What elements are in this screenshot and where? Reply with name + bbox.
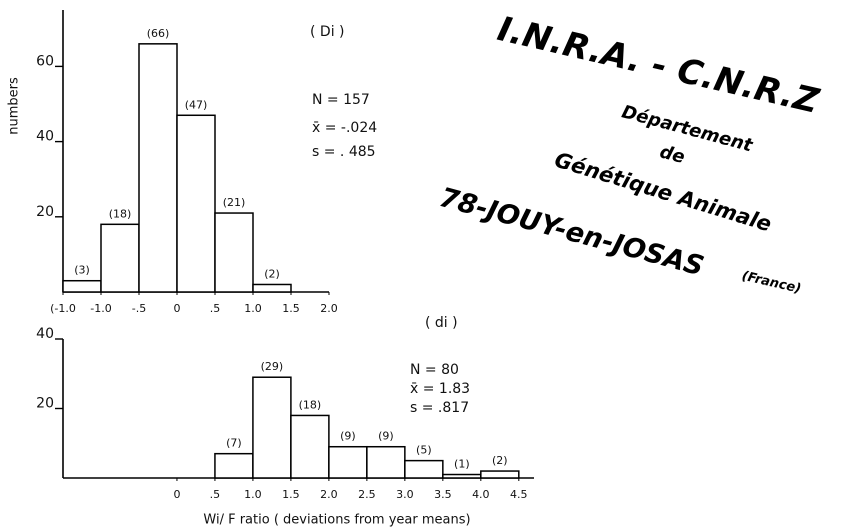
x-tick-label: 0 bbox=[173, 488, 180, 501]
value-label: (5) bbox=[416, 444, 432, 457]
annotation: ( Di ) bbox=[310, 24, 345, 40]
value-label: (2) bbox=[492, 454, 508, 467]
y-tick-label: 60 bbox=[36, 53, 54, 69]
bar bbox=[100, 223, 140, 293]
annotation: x̄ = 1.83 bbox=[410, 381, 470, 397]
y-tick-label: 20 bbox=[36, 396, 54, 412]
value-label: (3) bbox=[74, 264, 90, 277]
stamp: I.N.R.A. - C.N.R.Z Département de Généti… bbox=[436, 9, 823, 297]
bar bbox=[328, 445, 368, 479]
bar bbox=[290, 414, 330, 479]
x-tick-label: 1.0 bbox=[244, 488, 262, 501]
value-label: (2) bbox=[264, 267, 280, 280]
bar bbox=[366, 445, 406, 479]
annotation: s = .817 bbox=[410, 400, 469, 416]
x-tick-label: 0 bbox=[174, 302, 181, 315]
value-label: (47) bbox=[185, 98, 208, 111]
x-tick-label: (-1.0 bbox=[50, 302, 76, 315]
annotation: N = 157 bbox=[312, 92, 370, 108]
stamp-line: de bbox=[657, 141, 687, 168]
bar bbox=[442, 473, 482, 479]
x-tick-label: 3.5 bbox=[434, 488, 452, 501]
x-tick-label: 2.0 bbox=[320, 488, 338, 501]
stamp-line: I.N.R.A. - C.N.R.Z bbox=[494, 9, 824, 122]
stamp-line: Département bbox=[619, 101, 755, 156]
x-axis-label: Wi/ F ratio ( deviations from year means… bbox=[203, 513, 470, 528]
x-tick-label: -.5 bbox=[132, 302, 146, 315]
value-label: (18) bbox=[109, 207, 132, 220]
x-tick-label: 3.0 bbox=[396, 488, 414, 501]
value-label: (1) bbox=[454, 458, 470, 471]
bar bbox=[176, 114, 216, 293]
annotation: x̄ = -.024 bbox=[312, 120, 377, 136]
x-tick-label: -1.0 bbox=[90, 302, 111, 315]
bar bbox=[480, 470, 520, 479]
value-label: (9) bbox=[378, 430, 394, 443]
value-label: (66) bbox=[147, 27, 170, 40]
y-tick-label: 40 bbox=[36, 129, 54, 145]
value-label: (7) bbox=[226, 437, 242, 450]
annotation: s = . 485 bbox=[312, 144, 376, 160]
value-label: (29) bbox=[261, 360, 284, 373]
x-tick-label: 4.0 bbox=[472, 488, 490, 501]
annotation: ( di ) bbox=[425, 315, 458, 331]
x-tick-label: 4.5 bbox=[510, 488, 528, 501]
x-tick-label: 1.0 bbox=[244, 302, 262, 315]
value-label: (21) bbox=[223, 196, 246, 209]
x-tick-label: 2.5 bbox=[358, 488, 376, 501]
bar bbox=[252, 283, 292, 293]
y-tick-label: 20 bbox=[36, 204, 54, 220]
stamp-line: (France) bbox=[740, 269, 802, 297]
x-tick-label: .5 bbox=[210, 302, 221, 315]
bar bbox=[138, 43, 178, 293]
value-label: (18) bbox=[299, 398, 322, 411]
bar bbox=[214, 452, 254, 479]
y-tick-label: 40 bbox=[36, 326, 54, 342]
bar bbox=[252, 376, 292, 479]
value-label: (9) bbox=[340, 430, 356, 443]
annotation: N = 80 bbox=[410, 362, 459, 378]
bar bbox=[214, 212, 254, 293]
bar bbox=[62, 279, 102, 293]
y-axis-label: numbers bbox=[7, 77, 22, 135]
x-tick-label: .5 bbox=[210, 488, 221, 501]
x-tick-label: 2.0 bbox=[320, 302, 338, 315]
x-tick-label: 1.5 bbox=[282, 302, 300, 315]
bar bbox=[404, 459, 444, 479]
x-tick-label: 1.5 bbox=[282, 488, 300, 501]
